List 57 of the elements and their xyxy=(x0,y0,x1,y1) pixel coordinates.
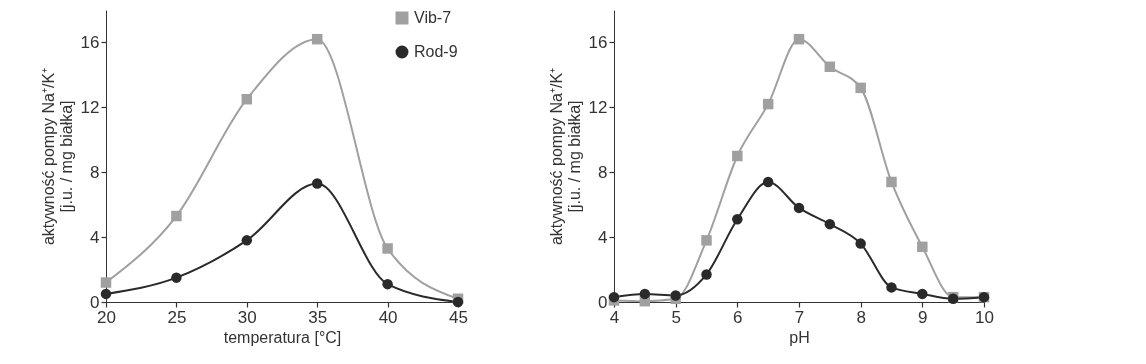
x-tick-label: 8 xyxy=(856,307,866,327)
point xyxy=(732,150,743,162)
point xyxy=(824,218,836,230)
point xyxy=(608,291,620,303)
point xyxy=(855,238,866,249)
point xyxy=(382,243,393,254)
point xyxy=(452,296,464,308)
point xyxy=(639,288,651,300)
y-tick-label: 16 xyxy=(80,32,100,52)
x-tick-label: 7 xyxy=(794,307,805,327)
point xyxy=(855,82,866,94)
y-axis-title: aktywność pompy Na⁺/K⁺ [j.u. / mg białka] xyxy=(39,67,75,246)
y-tick-label: 16 xyxy=(588,32,608,52)
y-tick-label: 4 xyxy=(598,227,608,247)
point xyxy=(171,210,182,222)
y-tick-label: 4 xyxy=(90,227,100,247)
x-axis-title: pH xyxy=(789,328,810,346)
point xyxy=(793,202,805,214)
point xyxy=(886,176,897,188)
point xyxy=(793,33,805,45)
point xyxy=(311,178,323,189)
point xyxy=(241,235,253,246)
point xyxy=(701,235,712,246)
x-tick-label: 5 xyxy=(671,307,681,327)
y-tick-label: 8 xyxy=(598,162,608,182)
legend-label: Vib-7 xyxy=(414,9,452,26)
point xyxy=(762,176,774,188)
x-tick-label: 10 xyxy=(975,307,994,327)
x-tick-label: 35 xyxy=(308,307,328,327)
point xyxy=(100,288,112,300)
point xyxy=(886,282,897,293)
x-axis-title: temperatura [°C] xyxy=(223,328,342,346)
point xyxy=(762,98,774,110)
x-tick-label: 9 xyxy=(918,307,928,327)
x-tick-label: 45 xyxy=(449,307,468,327)
point xyxy=(311,33,323,45)
point xyxy=(917,288,928,300)
point xyxy=(171,272,182,283)
x-tick-label: 25 xyxy=(167,307,187,327)
point xyxy=(382,278,393,290)
x-tick-label: 30 xyxy=(237,307,257,327)
y-tick-label: 12 xyxy=(80,97,100,117)
y-tick-label: 12 xyxy=(588,97,608,117)
y-axis-title: aktywność pompy Na⁺/K⁺ [j.u. / mg białka] xyxy=(547,67,583,246)
point xyxy=(917,241,928,253)
x-tick-label: 20 xyxy=(97,307,116,327)
point xyxy=(824,61,836,73)
point xyxy=(732,214,743,225)
y-tick-label: 0 xyxy=(90,292,100,312)
x-tick-label: 40 xyxy=(378,307,398,327)
point xyxy=(241,93,253,105)
x-tick-label: 6 xyxy=(733,307,743,327)
point xyxy=(701,269,712,280)
y-tick-label: 0 xyxy=(598,292,608,312)
legend-label: Rod-9 xyxy=(414,43,458,60)
y-tick-label: 8 xyxy=(90,162,100,182)
point xyxy=(100,277,112,288)
